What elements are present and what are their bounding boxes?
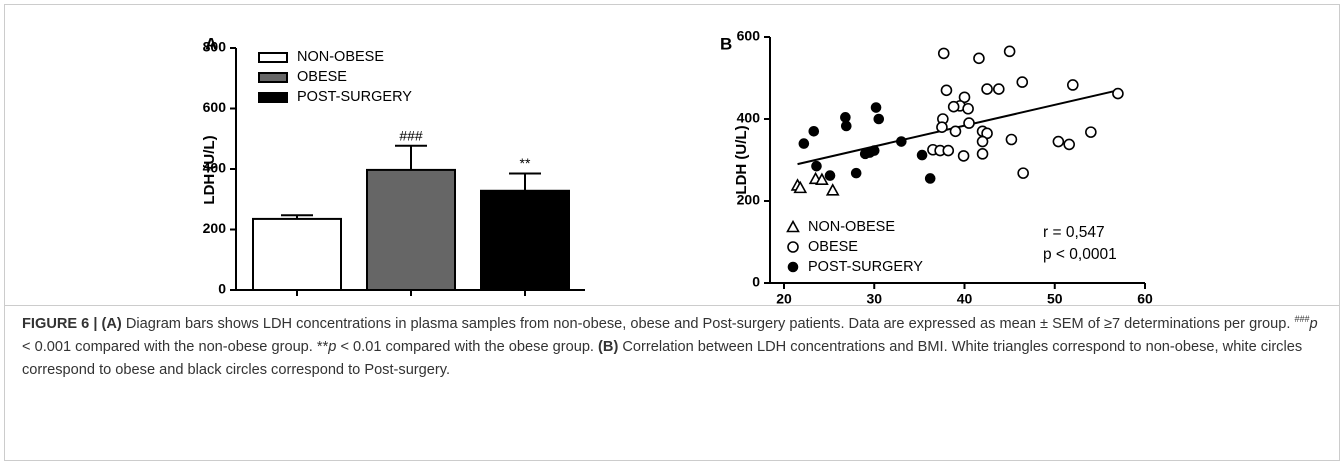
circle-marker [840,112,851,123]
legend-label: OBESE [808,239,858,255]
circle-marker [798,138,810,149]
circle-marker [824,170,836,181]
y-tick-label: 0 [752,274,760,290]
circle-marker [992,83,1005,95]
circle-marker [1017,167,1029,179]
legend-marker [787,241,799,253]
caption-text: p [328,339,337,355]
caption-text: (B) [598,339,619,355]
circle-marker [924,173,936,184]
circle-marker [976,148,989,160]
circle-marker [811,160,822,172]
legend-marker [786,219,800,233]
circle-marker [873,113,885,125]
circle-marker [936,121,948,133]
figure-frame [4,4,1340,461]
x-tick-label: 20 [776,291,792,305]
caption-text: < 0.01 compared with the obese group. [336,339,599,355]
bar [480,189,570,291]
triangle-marker [815,172,829,185]
y-tick-label: 0 [218,281,226,297]
legend-label: NON-OBESE [297,49,384,65]
circle-marker [976,135,989,148]
caption-label: FIGURE 6 | [22,316,102,332]
legend-label: OBESE [297,69,347,85]
separator [4,305,1340,306]
legend-label: POST-SURGERY [297,89,412,105]
panel-label: A [205,34,217,53]
y-tick-label: 200 [203,220,227,236]
y-tick-label: 200 [737,192,761,208]
caption-text: ### [1294,314,1310,325]
circle-marker [1067,79,1079,91]
panel-label: B [720,34,732,53]
circle-marker [963,117,975,129]
circle-marker [962,102,974,115]
caption-text: < 0.001 compared with the non-obese grou… [22,339,329,355]
circle-marker [840,120,852,132]
circle-marker [1003,45,1016,58]
circle-marker [1112,87,1124,100]
x-tick-label: 60 [1137,291,1153,305]
annotation: ### [399,127,423,143]
annotation: p < 0,0001 [1043,246,1117,263]
legend-label: POST-SURGERY [808,259,923,275]
circle-marker [808,126,820,137]
y-tick-label: 400 [203,160,227,176]
circle-marker [949,125,962,138]
circle-marker [937,47,950,60]
legend-swatch [258,92,288,103]
annotation: ** [520,155,531,171]
legend-label: NON-OBESE [808,219,895,235]
bar [366,168,456,291]
legend-swatch [258,52,288,63]
circle-marker [942,144,955,157]
x-tick-label: 40 [957,291,973,305]
caption: FIGURE 6 | (A) Diagram bars shows LDH co… [22,313,1327,382]
circle-marker [981,83,993,95]
y-axis-label: LDH (U/L) [201,135,218,204]
circle-marker [973,52,985,65]
bar [252,217,342,292]
legend-marker [787,261,799,273]
annotation: r = 0,547 [1043,224,1105,241]
y-tick-label: 600 [203,99,227,115]
y-tick-label: 600 [737,28,761,44]
circle-marker [1085,126,1097,138]
caption-text: p [1309,316,1318,332]
circle-marker [1063,138,1075,151]
circle-marker [947,100,960,113]
triangle-marker [793,180,808,194]
x-tick-label: 50 [1047,291,1063,305]
caption-text: Correlation between LDH concentrations a… [22,339,1303,378]
y-tick-label: 800 [203,39,227,55]
circle-marker [850,167,862,179]
circle-marker [1052,135,1065,148]
circle-marker [1016,76,1029,88]
circle-marker [940,84,953,97]
circle-marker [870,102,882,113]
legend-swatch [258,72,288,83]
triangle-marker [825,183,840,196]
caption-text: Diagram bars shows LDH concentrations in… [121,316,1295,332]
circle-marker [868,145,880,156]
circle-marker [1005,133,1018,146]
y-tick-label: 400 [737,110,761,126]
circle-marker [916,149,928,161]
circle-marker [957,150,970,162]
y-axis-label: LDH (U/L) [733,125,750,194]
circle-marker [896,136,907,147]
caption-text: (A) [101,316,122,332]
x-tick-label: 30 [866,291,882,305]
